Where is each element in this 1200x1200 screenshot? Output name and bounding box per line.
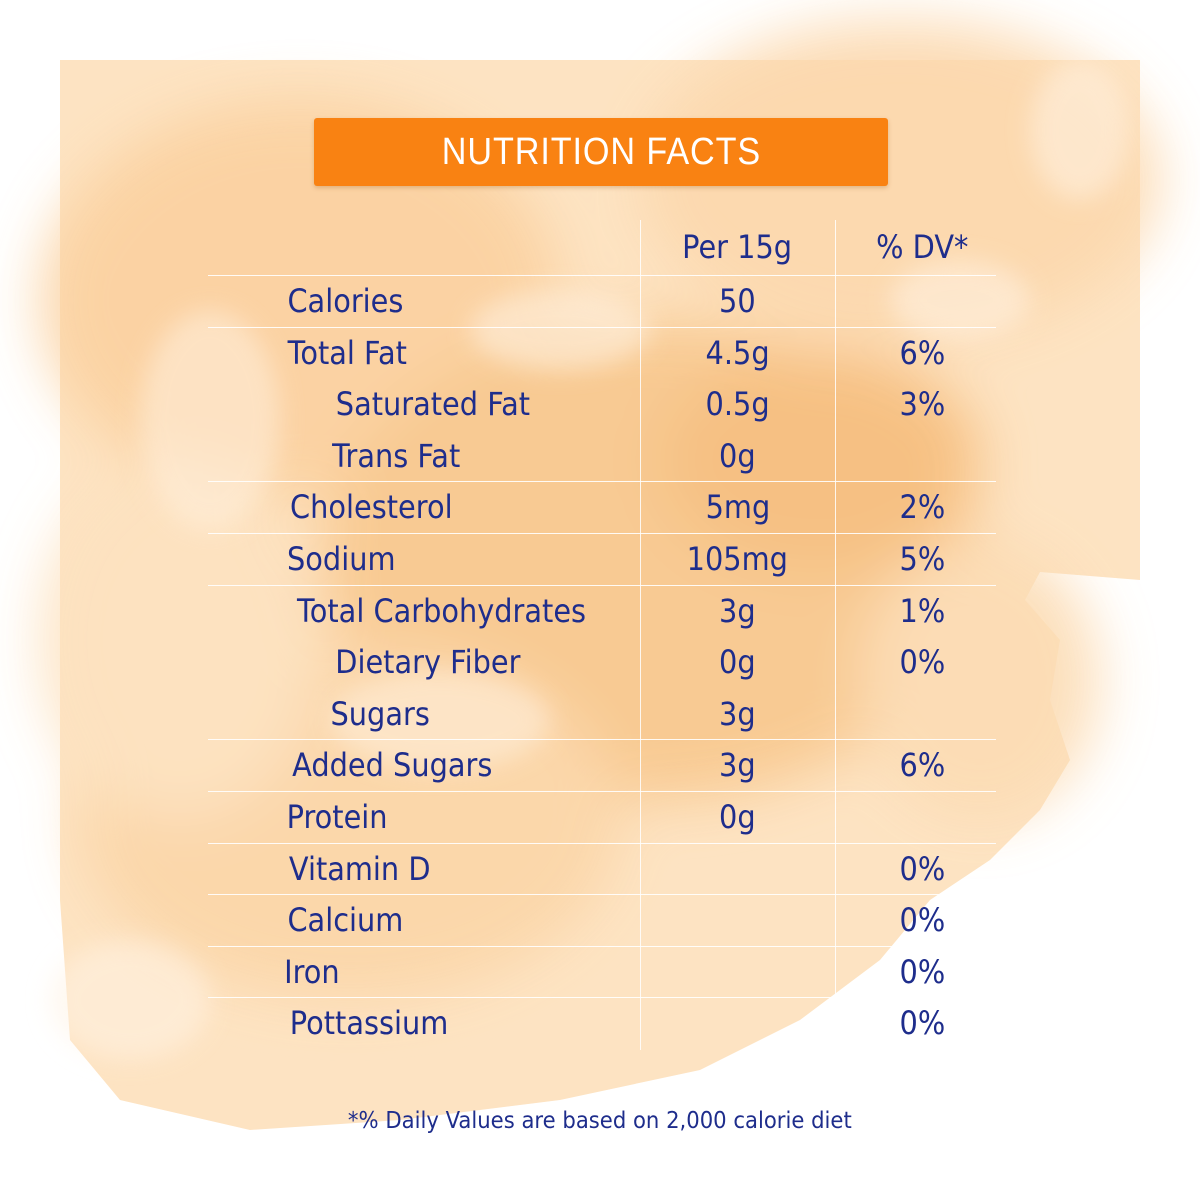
nutrient-amount: 0.5g <box>705 385 770 424</box>
nutrient-name: Dietary Fiber <box>335 643 521 682</box>
nutrient-amount: 3g <box>719 694 756 733</box>
nutrient-name: Vitamin D <box>288 849 431 888</box>
nutrient-name: Iron <box>284 952 340 991</box>
table-row: Dietary Fiber 0g 0% <box>208 636 996 688</box>
nutrient-dv <box>835 688 1010 740</box>
header-dv: % DV* <box>876 228 969 266</box>
nutrient-name: Calcium <box>287 901 404 940</box>
table-row: Cholesterol 5mg 2% <box>208 481 996 534</box>
nutrient-amount: 3g <box>719 591 756 630</box>
table-row: Calcium 0% <box>208 894 996 947</box>
table-row: Iron 0% <box>208 946 996 999</box>
footnote: *% Daily Values are based on 2,000 calor… <box>348 1108 852 1134</box>
nutrient-dv <box>835 430 1010 482</box>
page-title: NUTRITION FACTS <box>441 130 761 173</box>
nutrient-amount: 0g <box>719 436 756 475</box>
table-row: Saturated Fat 0.5g 3% <box>208 378 996 430</box>
nutrient-name: Sodium <box>287 540 396 578</box>
nutrient-dv: 0% <box>899 849 946 888</box>
table-row: Total Carbohydrates 3g 1% <box>208 585 996 637</box>
nutrient-dv <box>835 791 1010 843</box>
nutrient-name: Saturated Fat <box>335 385 531 424</box>
nutrient-amount <box>640 894 835 946</box>
nutrient-amount: 5mg <box>705 488 770 527</box>
nutrient-amount <box>640 997 835 1049</box>
nutrition-table: Per 15g % DV* Calories 50 Total Fat 4.5g 6% S… <box>208 220 996 1050</box>
nutrient-dv: 5% <box>899 540 946 578</box>
nutrient-dv: 6% <box>899 746 946 785</box>
nutrient-name: Total Fat <box>287 333 407 372</box>
nutrient-dv: 2% <box>899 488 946 527</box>
nutrient-name: Protein <box>286 798 388 836</box>
column-divider-amount <box>640 220 641 1050</box>
header-amount: Per 15g <box>682 228 793 266</box>
nutrient-dv: 0% <box>899 1004 946 1043</box>
nutrient-dv: 0% <box>899 643 946 682</box>
nutrient-amount: 4.5g <box>705 333 770 372</box>
nutrient-dv: 0% <box>899 952 946 991</box>
nutrient-amount <box>640 843 835 895</box>
column-divider-dv <box>835 220 836 1050</box>
table-row: Vitamin D 0% <box>208 843 996 896</box>
nutrient-name: Added Sugars <box>292 746 493 785</box>
nutrient-name: Cholesterol <box>290 488 453 527</box>
nutrient-dv: 1% <box>899 591 946 630</box>
nutrient-name: Total Carbohydrates <box>297 591 587 630</box>
table-row: Sodium 105mg 5% <box>208 533 996 586</box>
title-banner: NUTRITION FACTS <box>314 118 888 186</box>
nutrient-name: Calories <box>287 282 404 320</box>
table-row: Calories 50 <box>208 275 996 328</box>
nutrient-dv: 3% <box>899 385 946 424</box>
nutrient-amount: 0g <box>719 798 756 836</box>
table-row: Pottassium 0% <box>208 997 996 1049</box>
nutrient-amount: 50 <box>719 282 756 320</box>
nutrient-dv <box>835 275 1010 327</box>
table-row: Protein 0g <box>208 791 996 844</box>
table-row: Trans Fat 0g <box>208 430 996 483</box>
nutrient-amount: 3g <box>719 746 756 785</box>
table-header: Per 15g % DV* <box>208 220 996 276</box>
table-row: Sugars 3g <box>208 688 996 741</box>
nutrient-amount: 0g <box>719 643 756 682</box>
nutrient-dv: 6% <box>899 333 946 372</box>
nutrient-amount <box>640 946 835 998</box>
nutrient-amount: 105mg <box>686 540 789 578</box>
table-row: Added Sugars 3g 6% <box>208 739 996 792</box>
nutrient-name: Trans Fat <box>332 436 461 475</box>
nutrient-dv: 0% <box>899 901 946 940</box>
table-row: Total Fat 4.5g 6% <box>208 327 996 379</box>
nutrient-name: Sugars <box>330 694 430 733</box>
nutrient-name: Pottassium <box>289 1004 449 1043</box>
